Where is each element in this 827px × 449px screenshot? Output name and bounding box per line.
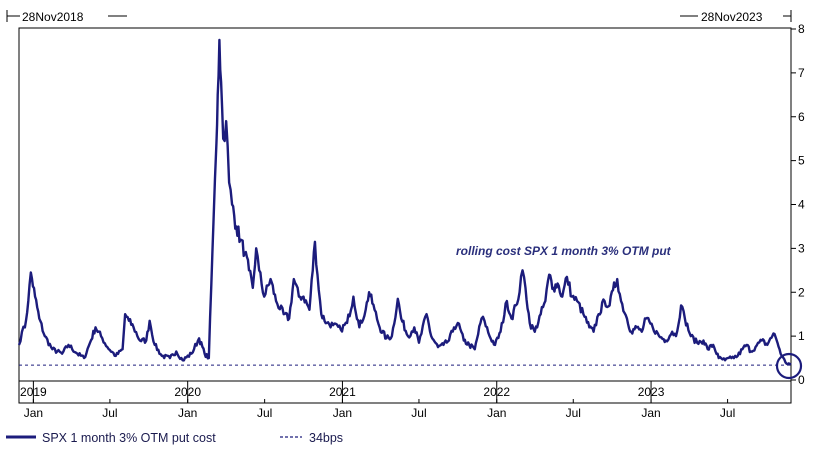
- x-tick-label: Jan: [641, 406, 660, 420]
- x-axis: Jan Jul Jan Jul Jan Jul Jan Jul Jan Jul 2019 2020 20…: [20, 381, 735, 420]
- highlight-circle: [775, 352, 803, 380]
- y-tick-label: 1: [798, 329, 805, 343]
- legend: SPX 1 month 3% OTM put cost 34bps: [6, 431, 343, 445]
- year-label: 2023: [638, 385, 665, 399]
- x-tick-label: Jul: [102, 406, 117, 420]
- series-layer: [17, 38, 792, 366]
- x-tick-label: Jul: [720, 406, 735, 420]
- x-tick-label: Jan: [178, 406, 197, 420]
- x-tick-label: Jul: [411, 406, 426, 420]
- range-end-label: 28Nov2023: [701, 10, 763, 24]
- x-tick-label: Jul: [566, 406, 581, 420]
- year-label: 2019: [20, 385, 47, 399]
- year-label: 2022: [483, 385, 510, 399]
- year-label: 2020: [174, 385, 201, 399]
- y-tick-label: 0: [798, 373, 805, 387]
- plot-frame: [18, 27, 792, 404]
- date-range-header: 28Nov2018 28Nov2023: [6, 10, 792, 24]
- legend-label-series: SPX 1 month 3% OTM put cost: [42, 431, 216, 445]
- y-tick-label: 8: [798, 22, 805, 36]
- y-tick-label: 4: [798, 198, 805, 212]
- range-start-label: 28Nov2018: [22, 10, 84, 24]
- y-axis: 0 1 2 3 4 5 6 7 8: [791, 22, 805, 387]
- x-tick-label: Jan: [487, 406, 506, 420]
- legend-item-series: SPX 1 month 3% OTM put cost: [6, 431, 216, 445]
- series-line-put-cost: [17, 38, 792, 366]
- y-tick-label: 2: [798, 285, 805, 299]
- y-tick-label: 6: [798, 110, 805, 124]
- legend-item-threshold: 34bps: [280, 431, 343, 445]
- chart-annotation: rolling cost SPX 1 month 3% OTM put: [456, 244, 672, 258]
- x-tick-label: Jul: [257, 406, 272, 420]
- y-tick-label: 3: [798, 241, 805, 255]
- x-tick-label: Jan: [333, 406, 352, 420]
- y-tick-label: 5: [798, 154, 805, 168]
- legend-label-threshold: 34bps: [309, 431, 343, 445]
- year-label: 2021: [329, 385, 356, 399]
- y-tick-label: 7: [798, 66, 805, 80]
- x-tick-label: Jan: [24, 406, 43, 420]
